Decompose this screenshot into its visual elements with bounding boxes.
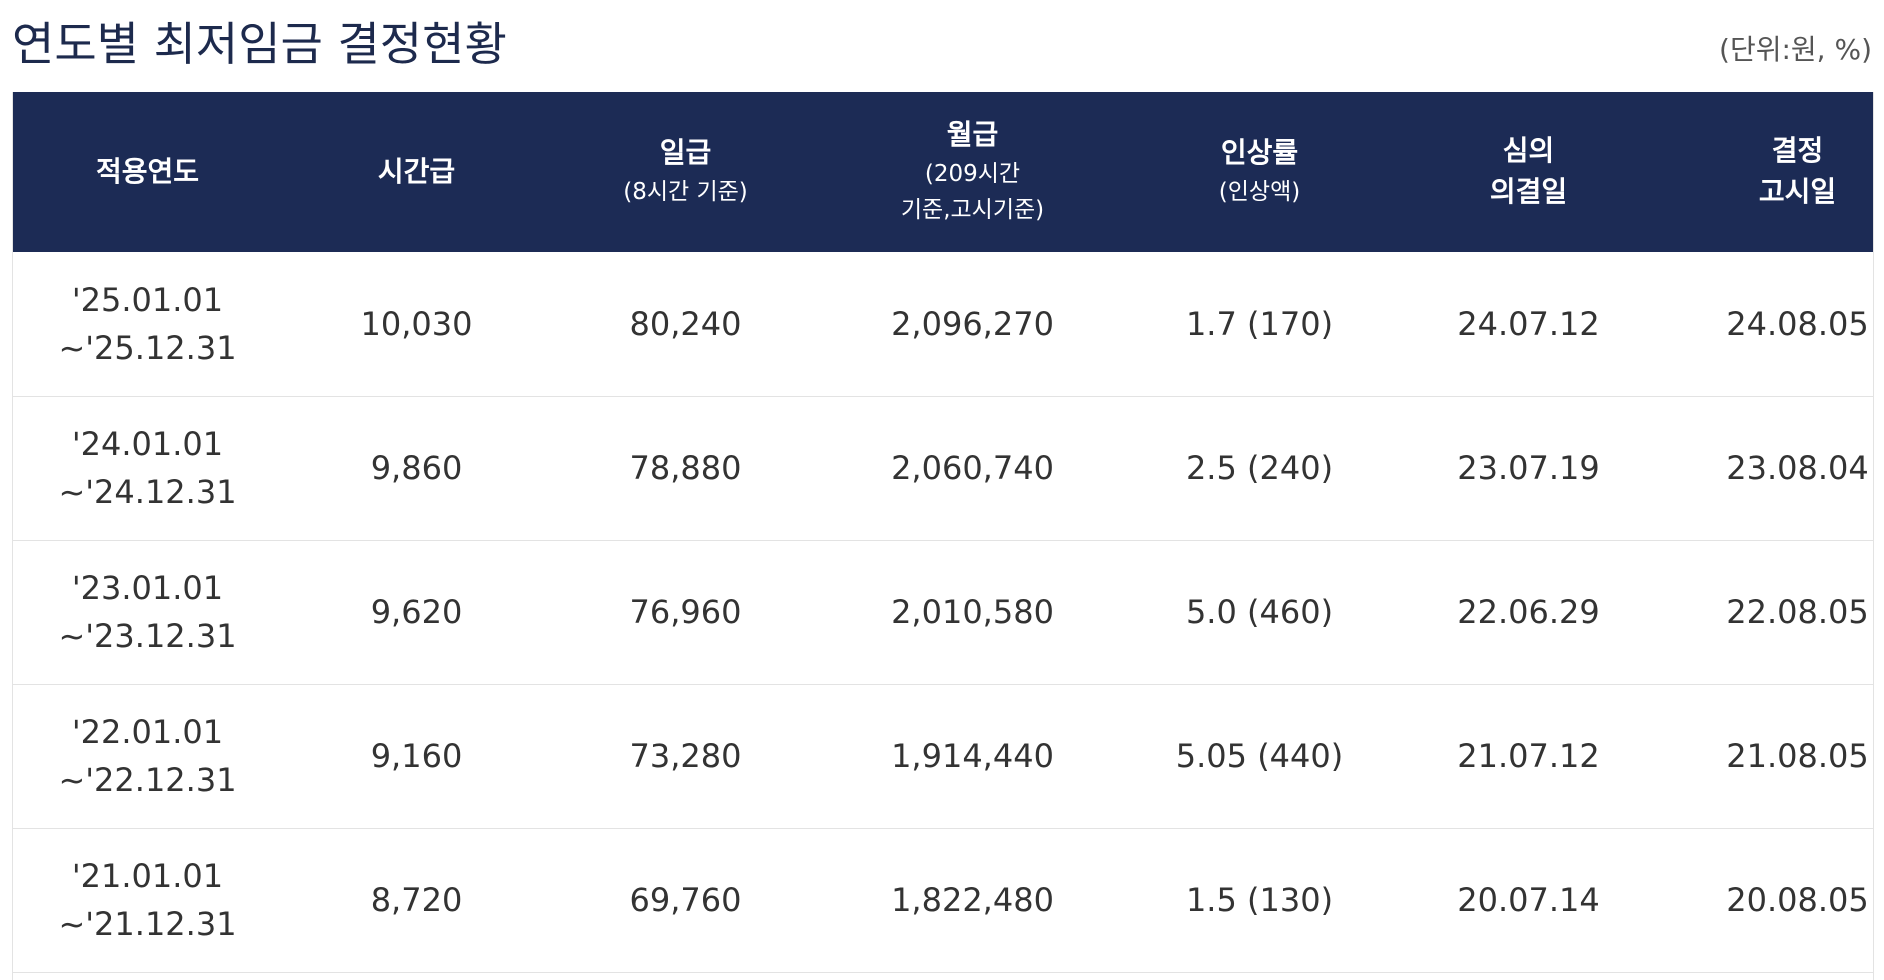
table-row: '22.01.01 ~'22.12.31 9,160 73,280 1,914,… — [13, 684, 1873, 828]
wage-table-container: 적용연도 시간급 일급 (8시간 기준) 월급 (209시간 기준,고시기준) … — [12, 92, 1874, 980]
cell-increase: 1.5 (130) — [1185, 881, 1334, 919]
period-end: ~'25.12.31 — [58, 328, 237, 367]
cell-hourly: 9,860 — [370, 449, 463, 487]
page-title: 연도별 최저임금 결정현황 — [12, 17, 507, 71]
unit-note: (단위:원, %) — [1719, 33, 1872, 66]
minimum-wage-table: 적용연도 시간급 일급 (8시간 기준) 월급 (209시간 기준,고시기준) … — [13, 92, 1873, 973]
cell-notice: 24.08.05 — [1726, 304, 1869, 343]
cell-daily: 73,280 — [629, 737, 742, 775]
header-hourly-label: 시간급 — [377, 154, 456, 188]
cell-monthly: 2,096,270 — [891, 304, 1054, 343]
cell-monthly: 1,822,480 — [891, 881, 1054, 919]
cell-increase: 5.05 (440) — [1175, 737, 1344, 775]
cell-period: '21.01.01 ~'21.12.31 — [13, 828, 282, 972]
header-row: 적용연도 시간급 일급 (8시간 기준) 월급 (209시간 기준,고시기준) … — [13, 92, 1873, 252]
period-start: '24.01.01 — [71, 425, 224, 463]
table-row: '24.01.01 ~'24.12.31 9,860 78,880 2,060,… — [13, 396, 1873, 540]
cell-deliberation: 24.07.12 — [1457, 304, 1600, 343]
cell-daily: 80,240 — [629, 304, 742, 343]
period-start: '22.01.01 — [71, 713, 224, 751]
cell-increase: 2.5 (240) — [1185, 449, 1334, 487]
table-row: '21.01.01 ~'21.12.31 8,720 69,760 1,822,… — [13, 828, 1873, 972]
cell-deliberation: 22.06.29 — [1457, 593, 1600, 631]
cell-period: '25.01.01 ~'25.12.31 — [13, 252, 282, 396]
header-monthly-sub: (209시간 — [924, 160, 1021, 187]
table-row: '25.01.01 ~'25.12.31 10,030 80,240 2,096… — [13, 252, 1873, 396]
cell-notice: 23.08.04 — [1726, 449, 1869, 487]
cell-daily: 69,760 — [629, 881, 742, 919]
cell-monthly: 2,060,740 — [891, 449, 1054, 487]
table-body: '25.01.01 ~'25.12.31 10,030 80,240 2,096… — [13, 252, 1873, 972]
header-deliberation-label: 심의 — [1502, 134, 1555, 168]
cell-hourly: 9,620 — [370, 593, 463, 631]
cell-notice: 22.08.05 — [1726, 593, 1869, 631]
table-header: 적용연도 시간급 일급 (8시간 기준) 월급 (209시간 기준,고시기준) … — [13, 92, 1873, 252]
header-notice-label: 결정 — [1771, 134, 1824, 168]
table-row: '23.01.01 ~'23.12.31 9,620 76,960 2,010,… — [13, 540, 1873, 684]
period-end: ~'24.12.31 — [58, 473, 237, 511]
cell-hourly: 10,030 — [360, 304, 473, 343]
cell-increase: 1.7 (170) — [1185, 304, 1334, 343]
cell-period: '23.01.01 ~'23.12.31 — [13, 540, 282, 684]
period-start: '23.01.01 — [71, 569, 224, 607]
period-start: '21.01.01 — [71, 857, 224, 895]
cell-hourly: 9,160 — [370, 737, 463, 775]
header-notice: 결정 고시일 — [1663, 92, 1873, 252]
header-period-label: 적용연도 — [95, 154, 200, 188]
period-end: ~'23.12.31 — [58, 617, 237, 655]
header-increase: 인상률 (인상액) — [1125, 92, 1394, 252]
cell-daily: 76,960 — [629, 593, 742, 631]
header-daily-sub: (8시간 기준) — [623, 178, 748, 205]
header-monthly: 월급 (209시간 기준,고시기준) — [820, 92, 1125, 252]
header-increase-sub: (인상액) — [1218, 178, 1301, 205]
cell-period: '24.01.01 ~'24.12.31 — [13, 396, 282, 540]
period-end: ~'22.12.31 — [58, 761, 237, 799]
header-monthly-sub2: 기준,고시기준) — [900, 197, 1045, 224]
cell-hourly: 8,720 — [370, 881, 463, 919]
header-daily-label: 일급 — [659, 136, 712, 170]
cell-deliberation: 20.07.14 — [1457, 881, 1600, 919]
cell-deliberation: 21.07.12 — [1457, 737, 1600, 775]
cell-deliberation: 23.07.19 — [1457, 449, 1600, 487]
header-increase-label: 인상률 — [1220, 136, 1299, 170]
cell-daily: 78,880 — [629, 449, 742, 487]
header-notice-label2: 고시일 — [1758, 175, 1837, 208]
header-daily: 일급 (8시간 기준) — [551, 92, 820, 252]
header-hourly: 시간급 — [282, 92, 551, 252]
page-header: 연도별 최저임금 결정현황 (단위:원, %) — [12, 0, 1872, 88]
period-end: ~'21.12.31 — [58, 905, 237, 943]
header-deliberation-label2: 의결일 — [1489, 175, 1568, 208]
header-monthly-label: 월급 — [946, 117, 999, 151]
cell-increase: 5.0 (460) — [1185, 593, 1334, 631]
cell-monthly: 2,010,580 — [891, 593, 1054, 631]
cell-monthly: 1,914,440 — [891, 737, 1054, 775]
cell-notice: 21.08.05 — [1726, 737, 1869, 775]
cell-period: '22.01.01 ~'22.12.31 — [13, 684, 282, 828]
period-start: '25.01.01 — [71, 280, 224, 319]
cell-notice: 20.08.05 — [1726, 881, 1869, 919]
header-deliberation: 심의 의결일 — [1394, 92, 1663, 252]
header-period: 적용연도 — [13, 92, 282, 252]
